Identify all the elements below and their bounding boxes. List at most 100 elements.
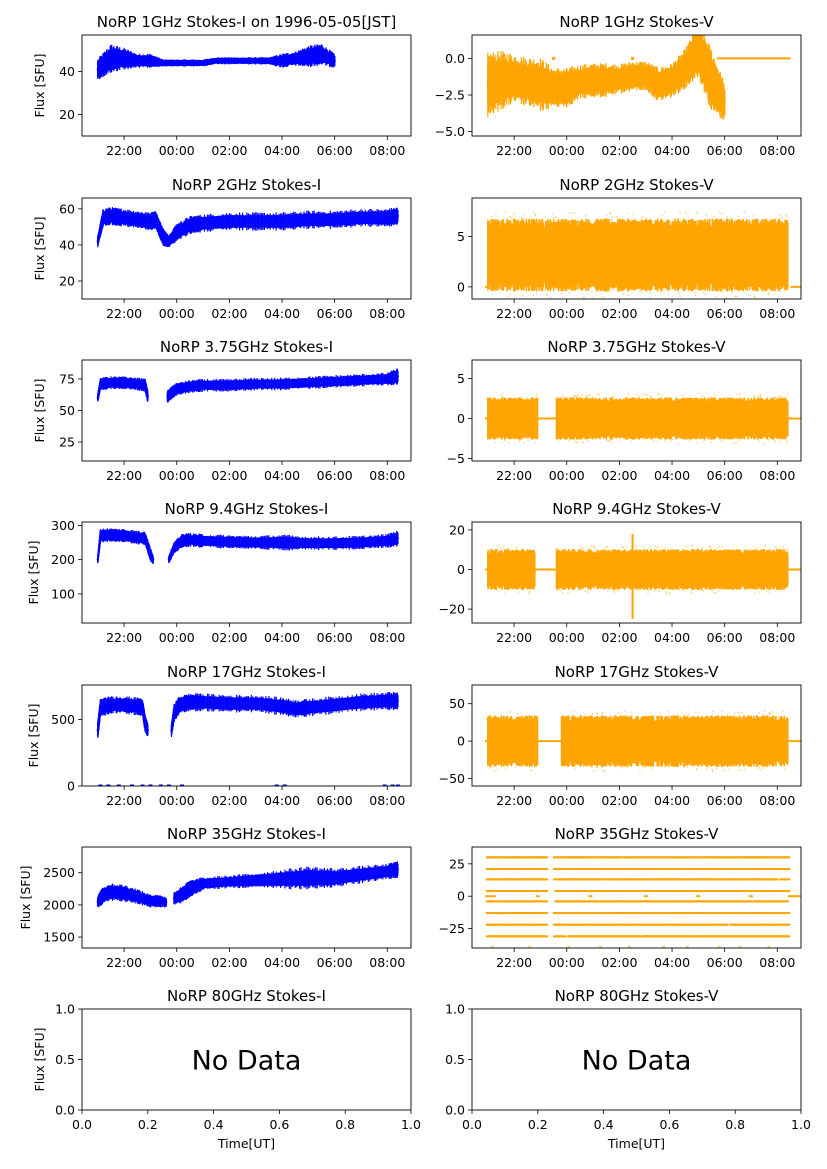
data-point [136, 536, 139, 539]
scatter-outlier [495, 212, 497, 214]
data-point [122, 57, 126, 60]
scatter-outlier [617, 289, 620, 291]
scatter-outlier [654, 545, 656, 548]
data-point [175, 61, 178, 65]
scatter-outlier [584, 590, 587, 592]
scatter-outlier [766, 590, 768, 593]
scatter-outlier [610, 442, 613, 444]
scatter-outlier [734, 287, 737, 290]
scatter-outlier [691, 437, 693, 440]
data-point [99, 706, 102, 709]
data-point [631, 74, 634, 78]
scatter-outlier [677, 217, 680, 220]
x-tick-label: 02:00 [211, 306, 247, 321]
scatter-outlier [622, 546, 624, 549]
scatter-outlier [570, 212, 572, 214]
scatter-outlier [693, 292, 696, 294]
scatter-outlier [561, 592, 564, 594]
scatter-outlier [730, 217, 732, 219]
scatter-outlier [519, 436, 522, 439]
scatter-outlier [735, 295, 737, 298]
scatter-outlier [733, 286, 735, 288]
scatter-outlier [606, 439, 608, 442]
scatter-outlier [559, 589, 561, 592]
scatter-outlier [502, 397, 504, 400]
plot-area [485, 211, 801, 299]
panel-p4i: NoRP 9.4GHz Stokes-I 100 200 300 22:00 00:00 0… [26, 500, 412, 645]
x-tick-label: 04:00 [654, 468, 690, 483]
panel-p3i: NoRP 3.75GHz Stokes-I 25 50 75 22:00 00:00 02:… [32, 338, 412, 483]
y-tick-label: −5.0 [435, 124, 465, 139]
scatter-outlier [657, 393, 659, 395]
scatter-outlier [731, 291, 733, 294]
scatter-outlier [704, 293, 707, 296]
x-tick-label: 00:00 [549, 143, 585, 158]
scatter-outlier [629, 289, 632, 292]
scatter-outlier [571, 587, 574, 590]
scatter-outlier [780, 396, 783, 399]
x-tick-label: 08:00 [759, 468, 795, 483]
scatter-outlier [646, 394, 649, 396]
scatter-outlier [497, 549, 499, 551]
chart-title: NoRP 2GHz Stokes-I [172, 176, 321, 194]
x-tick-label: 08:00 [369, 630, 405, 645]
plot-area [96, 207, 399, 248]
scatter-outlier [682, 395, 684, 397]
scatter-outlier [689, 398, 692, 401]
data-point [228, 220, 231, 223]
scatter-outlier [717, 219, 719, 222]
scatter-outlier [775, 217, 777, 220]
data-point [109, 533, 113, 537]
scatter-outlier [664, 548, 666, 551]
scatter-outlier [654, 587, 657, 589]
scatter-outlier [757, 398, 759, 400]
chart-title: NoRP 9.4GHz Stokes-V [552, 500, 721, 518]
scatter-outlier [600, 221, 602, 224]
scatter-outlier [667, 548, 669, 550]
scatter-outlier [786, 547, 788, 550]
x-tick-label: 04:00 [264, 630, 300, 645]
scatter-outlier [586, 591, 589, 593]
scatter-outlier [661, 214, 663, 216]
scatter-outlier [716, 547, 718, 549]
scatter-outlier [495, 215, 497, 217]
scatter-outlier [535, 293, 538, 296]
scatter-outlier [668, 587, 671, 589]
scatter-outlier [507, 295, 510, 298]
scatter-outlier [575, 395, 577, 398]
scatter-outlier [661, 394, 663, 396]
y-axis-label: Flux [SFU] [32, 217, 47, 281]
data-point [122, 534, 126, 537]
scatter-outlier [684, 587, 687, 589]
scatter-outlier [530, 397, 532, 400]
data-point [386, 539, 389, 542]
scatter-outlier [656, 289, 659, 291]
scatter-outlier [732, 442, 735, 445]
x-tick-label: 06:00 [707, 143, 743, 158]
scatter-outlier [612, 396, 615, 399]
data-point [307, 381, 310, 384]
data-point [201, 384, 205, 387]
scatter-outlier [725, 296, 728, 299]
panel-p4v: NoRP 9.4GHz Stokes-V −20 0 20 22:00 00:00 02:0… [439, 500, 802, 645]
scatter-outlier [646, 220, 648, 223]
scatter-outlier [672, 438, 675, 441]
scatter-outlier [764, 545, 766, 547]
scatter-outlier [776, 547, 778, 549]
scatter-outlier [572, 441, 575, 443]
data-point [591, 79, 595, 82]
scatter-outlier [667, 292, 670, 294]
y-tick-label: 0.0 [445, 51, 465, 66]
y-tick-label: 40 [59, 237, 75, 252]
scatter-outlier [657, 287, 659, 289]
data-point [254, 541, 257, 544]
data-point [149, 553, 152, 556]
scatter-outlier [588, 548, 591, 550]
scatter-outlier [664, 547, 667, 549]
scatter-outlier [659, 291, 662, 294]
data-point [280, 220, 284, 223]
scatter-outlier [633, 218, 635, 221]
scatter-outlier [626, 212, 628, 214]
